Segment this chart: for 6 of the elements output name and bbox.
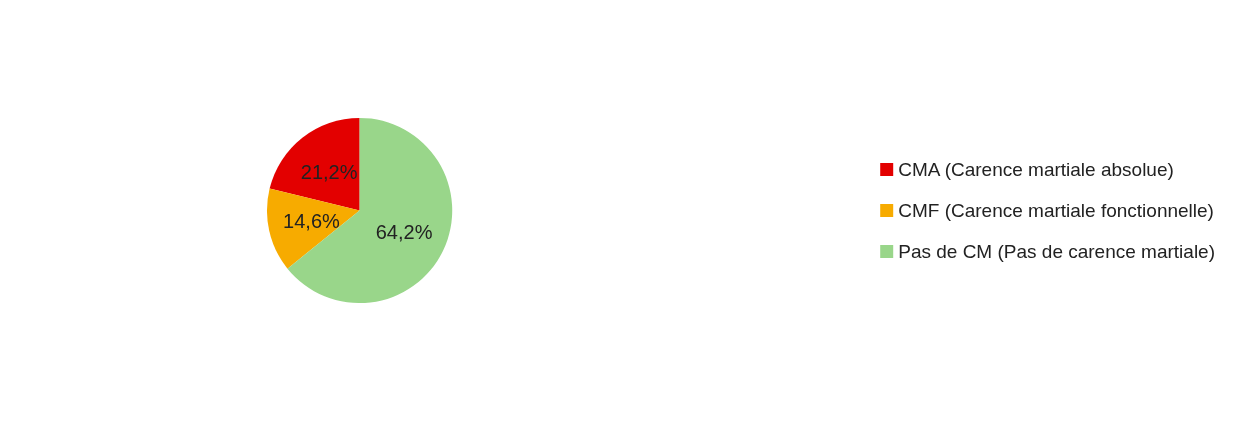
data-label: 64,2%: [375, 220, 433, 243]
data-label: 14,6%: [283, 210, 341, 233]
data-label: 21,2%: [300, 160, 358, 183]
legend-label: Pas de CM (Pas de carence martiale): [898, 241, 1215, 262]
legend-label: CMF (Carence martiale fonctionnelle): [898, 200, 1214, 221]
legend-label: CMA (Carence martiale absolue): [898, 159, 1174, 180]
